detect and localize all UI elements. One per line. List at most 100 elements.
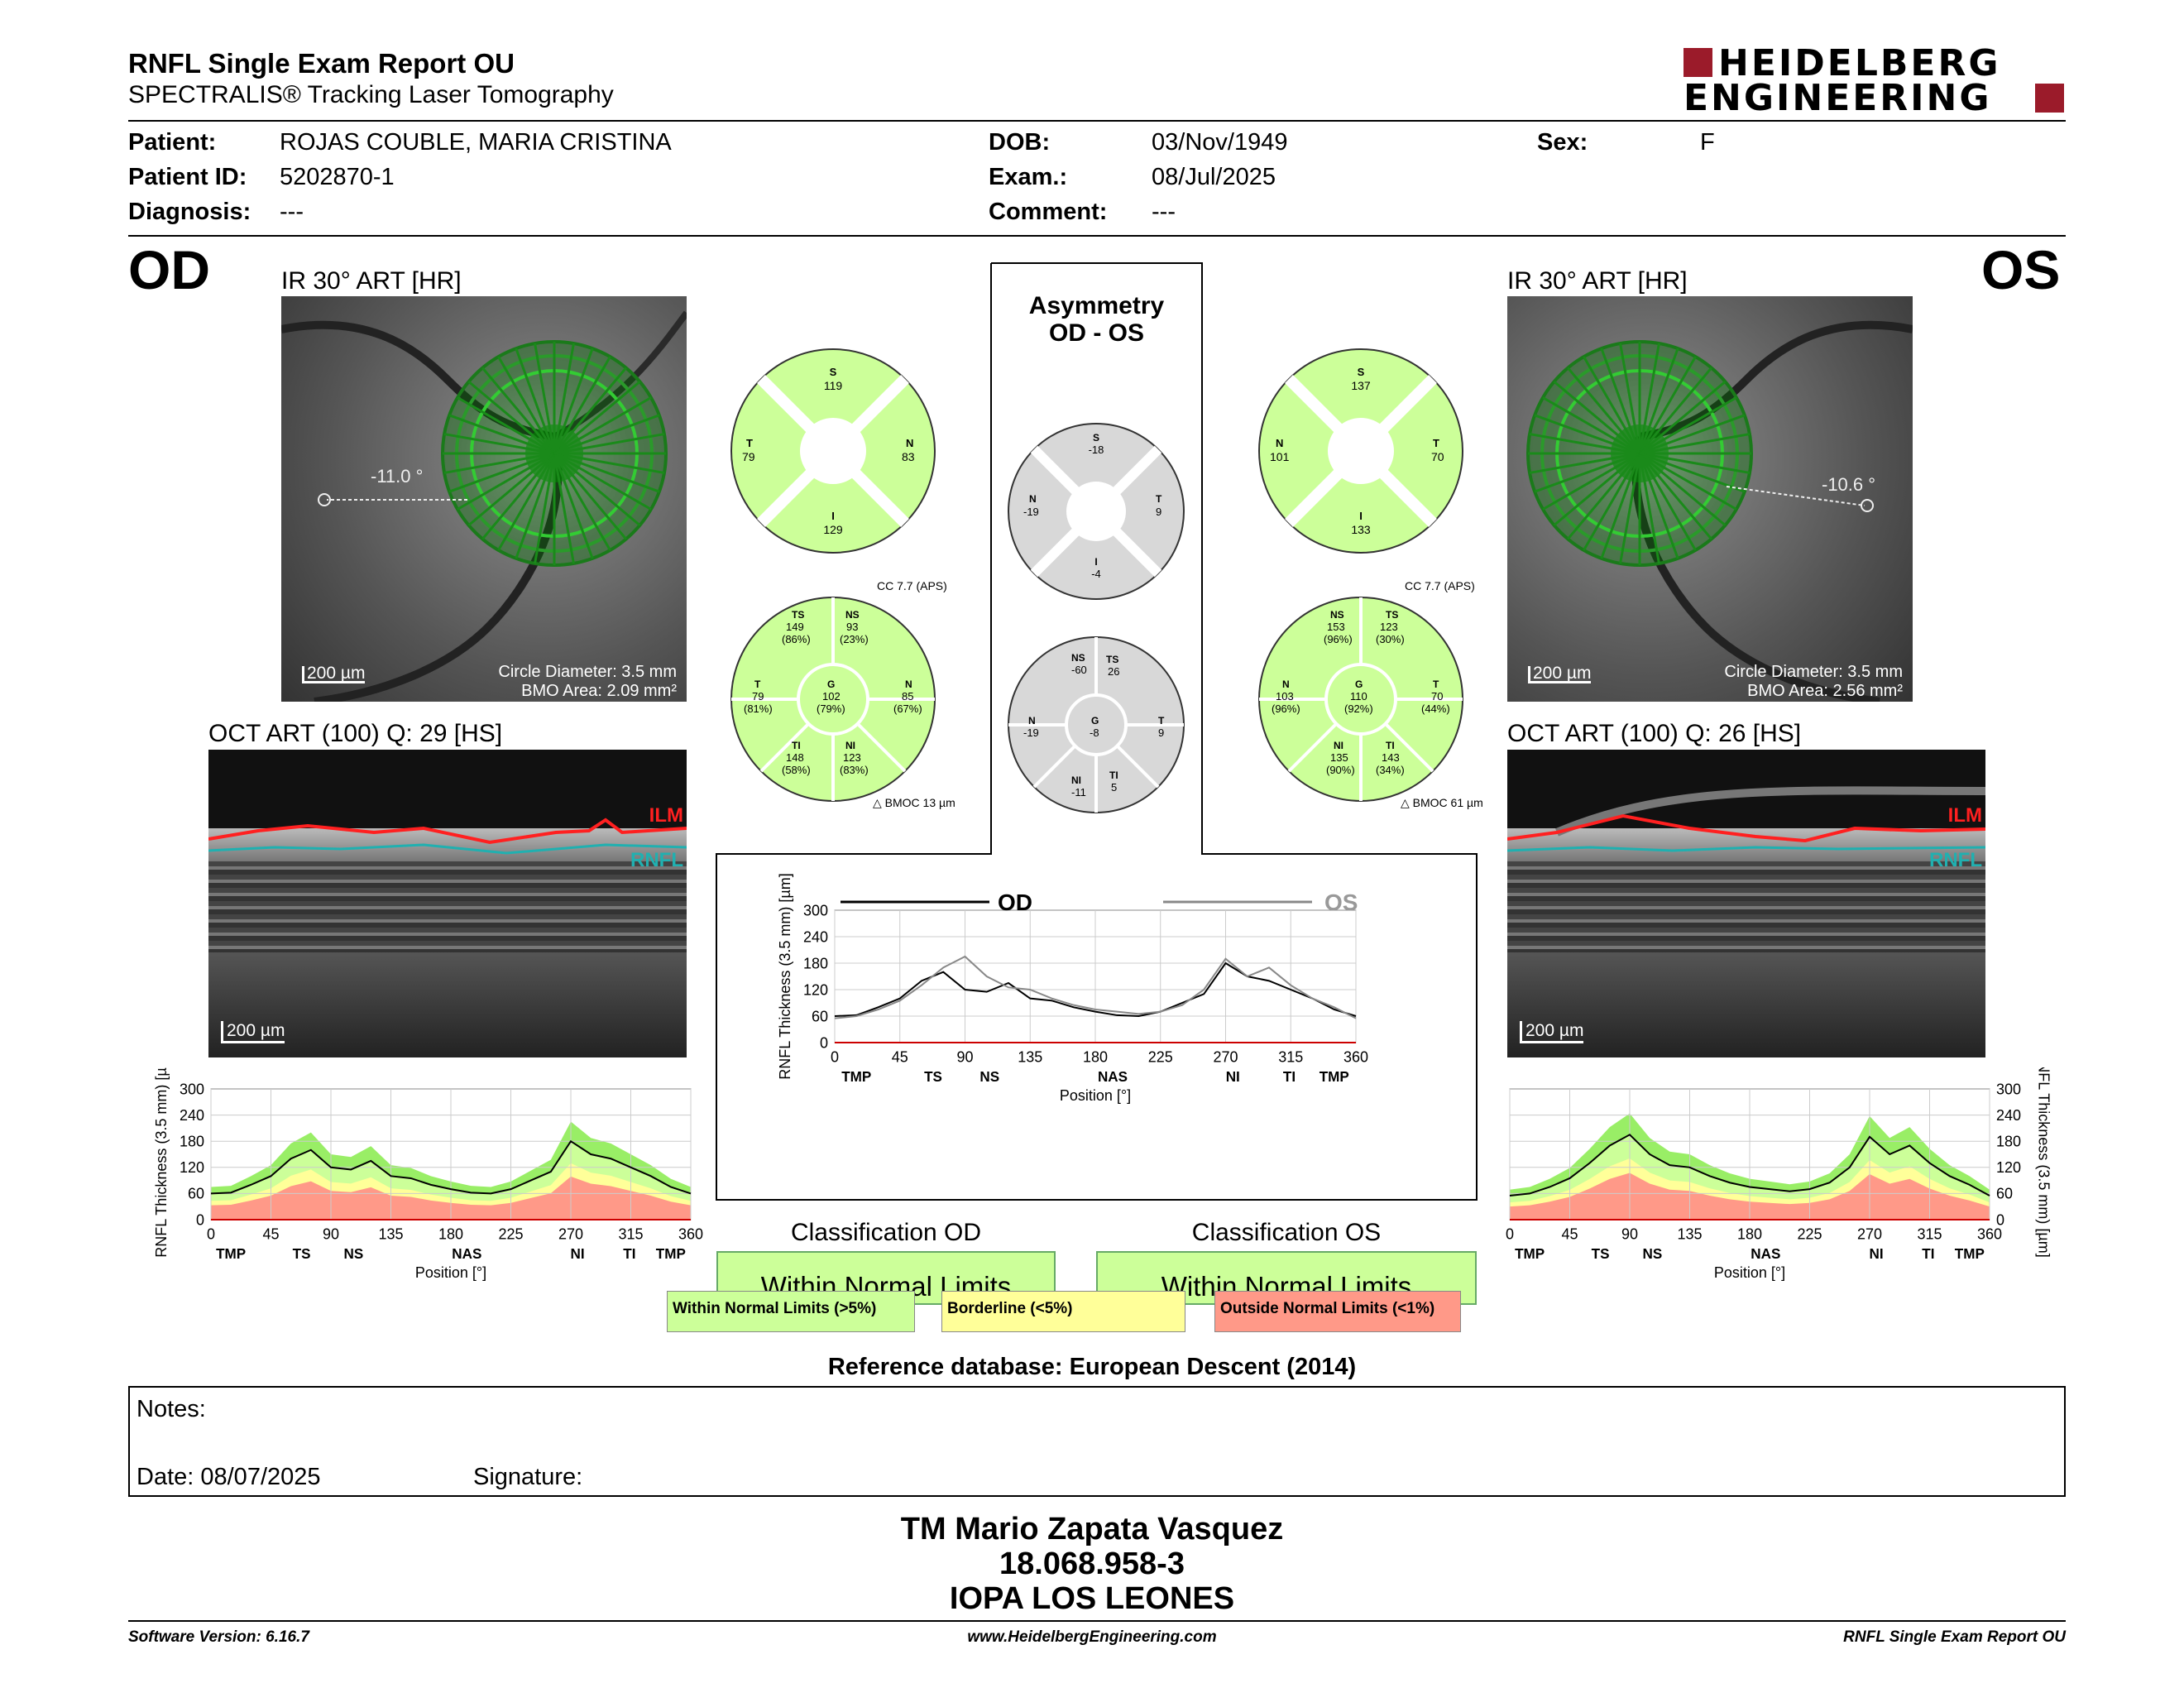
- comment-value: ---: [1152, 199, 1176, 225]
- notes-signature: Signature:: [473, 1464, 583, 1490]
- legend-os: OS: [1324, 890, 1358, 915]
- scan-spoke: [553, 348, 594, 454]
- os-s-n-pct: (96%): [1272, 703, 1300, 715]
- y-axis-label: RNFL Thickness (3.5 mm) [µm]: [153, 1067, 170, 1258]
- logo-line2: ENGINEERING: [1684, 77, 1992, 119]
- legend-wnl: Within Normal Limits (>5%): [667, 1291, 915, 1332]
- scan-spoke: [1639, 452, 1737, 511]
- scan-spoke: [1638, 356, 1697, 454]
- scan-spoke: [553, 381, 641, 455]
- x-tick-label: 180: [1083, 1048, 1108, 1065]
- region-label: TS: [924, 1069, 942, 1085]
- os-cc-label: CC 7.7 (APS): [1405, 579, 1475, 592]
- heidelberg-logo: HEIDELBERG ENGINEERING: [1684, 42, 2064, 119]
- scan-spoke: [1600, 348, 1641, 454]
- od-sector-chart: TS 149 (86%) NS 93 (23%) T 79 (81%) G 10…: [730, 596, 936, 803]
- os-bmoc: △ BMOC 61 µm: [1401, 796, 1483, 809]
- scan-spoke: [467, 452, 555, 526]
- scan-spoke: [515, 453, 556, 559]
- scan-spoke: [1529, 452, 1640, 474]
- footer-url[interactable]: www.HeidelbergEngineering.com: [967, 1628, 1217, 1646]
- od-fundus-scale: 200 µm: [302, 664, 366, 683]
- os-bmoc-text: BMOC 61 µm: [1412, 796, 1483, 809]
- y-tick-label: 60: [188, 1186, 204, 1202]
- scan-spoke: [1567, 367, 1641, 454]
- x-tick-label: 45: [262, 1225, 279, 1242]
- asym-q-t: 9: [1156, 506, 1162, 518]
- signer-id: 18.068.958-3: [999, 1547, 1185, 1581]
- legend-onl: Outside Normal Limits (<1%): [1214, 1291, 1461, 1332]
- scan-spoke: [1529, 433, 1640, 455]
- os-q-t: 70: [1431, 450, 1444, 463]
- notes-box[interactable]: Notes: Date: 08/07/2025 Signature:: [128, 1386, 2066, 1497]
- od-bmoc-text: BMOC 13 µm: [884, 796, 956, 809]
- os-s-ts-val: 123: [1380, 621, 1398, 633]
- od-angle: -11.0 °: [371, 466, 424, 487]
- y-tick-label: 120: [180, 1159, 204, 1176]
- region-label: NS: [1643, 1246, 1663, 1262]
- y-tick-label: 180: [180, 1134, 204, 1150]
- region-label: TMP: [216, 1246, 246, 1262]
- od-oct-scale: 200 µm: [221, 1021, 285, 1043]
- od-q-i: 129: [823, 523, 843, 536]
- region-label: TMP: [1955, 1246, 1985, 1262]
- y-axis-label: RNFL Thickness (3.5 mm) [µm]: [2035, 1067, 2052, 1258]
- scan-spoke: [481, 367, 556, 454]
- od-circle-diameter: Circle Diameter: 3.5 mm: [498, 663, 677, 681]
- od-q-s: 119: [823, 379, 843, 392]
- region-label: NI: [1226, 1069, 1240, 1085]
- region-label: TI: [1922, 1246, 1934, 1262]
- os-s-t-pct: (44%): [1421, 703, 1450, 715]
- os-q-s: 137: [1351, 379, 1371, 392]
- od-s-n-pct: (67%): [893, 703, 922, 715]
- od-s-ti-pct: (58%): [782, 764, 811, 776]
- scan-spoke: [448, 452, 555, 493]
- scan-spoke: [553, 343, 575, 454]
- x-axis-label: Position [°]: [1714, 1264, 1785, 1281]
- od-fundus-image: -11.0 ° 200 µm Circle Diameter: 3.5 mm B…: [281, 296, 687, 702]
- legend-od: OD: [998, 890, 1032, 915]
- os-angle: -10.6 °: [1822, 474, 1876, 495]
- od-oct-label: OCT ART (100) Q: 29 [HS]: [208, 720, 503, 747]
- region-label: NAS: [452, 1246, 481, 1262]
- os-q-n: 101: [1270, 450, 1290, 463]
- report-title: RNFL Single Exam Report OU: [128, 48, 515, 79]
- scan-spoke: [1639, 396, 1737, 455]
- scan-spoke: [534, 343, 556, 454]
- od-eye-label: OD: [128, 239, 210, 300]
- reference-database: Reference database: European Descent (20…: [827, 1354, 1357, 1380]
- y-tick-label: 180: [1996, 1134, 2021, 1150]
- od-s-ni-val: 123: [843, 751, 861, 764]
- scan-spoke: [1639, 433, 1751, 455]
- scan-spoke: [448, 414, 555, 455]
- od-rnfl-label: RNFL: [630, 849, 683, 871]
- scan-spoke: [553, 453, 611, 551]
- region-label: NAS: [1098, 1069, 1128, 1085]
- od-s-ns-pct: (23%): [840, 633, 869, 645]
- scan-spoke: [1619, 343, 1641, 454]
- os-quadrant-chart: S 137 N 101 T 70 I 133: [1257, 348, 1464, 554]
- os-s-ni-pct: (90%): [1326, 764, 1355, 776]
- x-tick-label: 315: [618, 1225, 643, 1242]
- scan-spoke: [1639, 452, 1751, 474]
- os-fundus-image: -10.6 ° 200 µm Circle Diameter: 3.5 mm B…: [1507, 296, 1913, 702]
- region-label: NS: [344, 1246, 364, 1262]
- notes-date: Date: 08/07/2025: [136, 1464, 321, 1490]
- x-tick-label: 90: [1621, 1225, 1638, 1242]
- patient-value: ROJAS COUBLE, MARIA CRISTINA: [280, 129, 672, 156]
- os-circle-diameter: Circle Diameter: 3.5 mm: [1724, 663, 1903, 681]
- x-tick-label: 90: [956, 1048, 973, 1065]
- x-tick-label: 315: [1278, 1048, 1303, 1065]
- od-ir-label: IR 30° ART [HR]: [281, 267, 462, 295]
- scan-spoke: [497, 356, 556, 454]
- os-s-ni-val: 135: [1330, 751, 1348, 764]
- scan-spoke: [1542, 452, 1640, 511]
- scan-spoke: [1534, 414, 1640, 455]
- os-eye-label: OS: [1981, 239, 2061, 300]
- region-label: NI: [1870, 1246, 1884, 1262]
- patient-id-value: 5202870-1: [280, 164, 395, 190]
- x-axis-label: Position [°]: [1060, 1087, 1131, 1104]
- asym-s-n: -19: [1023, 727, 1039, 739]
- scan-spoke: [1638, 348, 1679, 454]
- os-rnfl-profile-chart: 0 60 120 180 240 300 0 45 90 135 180 225 270 315 360 TM…: [1506, 1067, 2052, 1281]
